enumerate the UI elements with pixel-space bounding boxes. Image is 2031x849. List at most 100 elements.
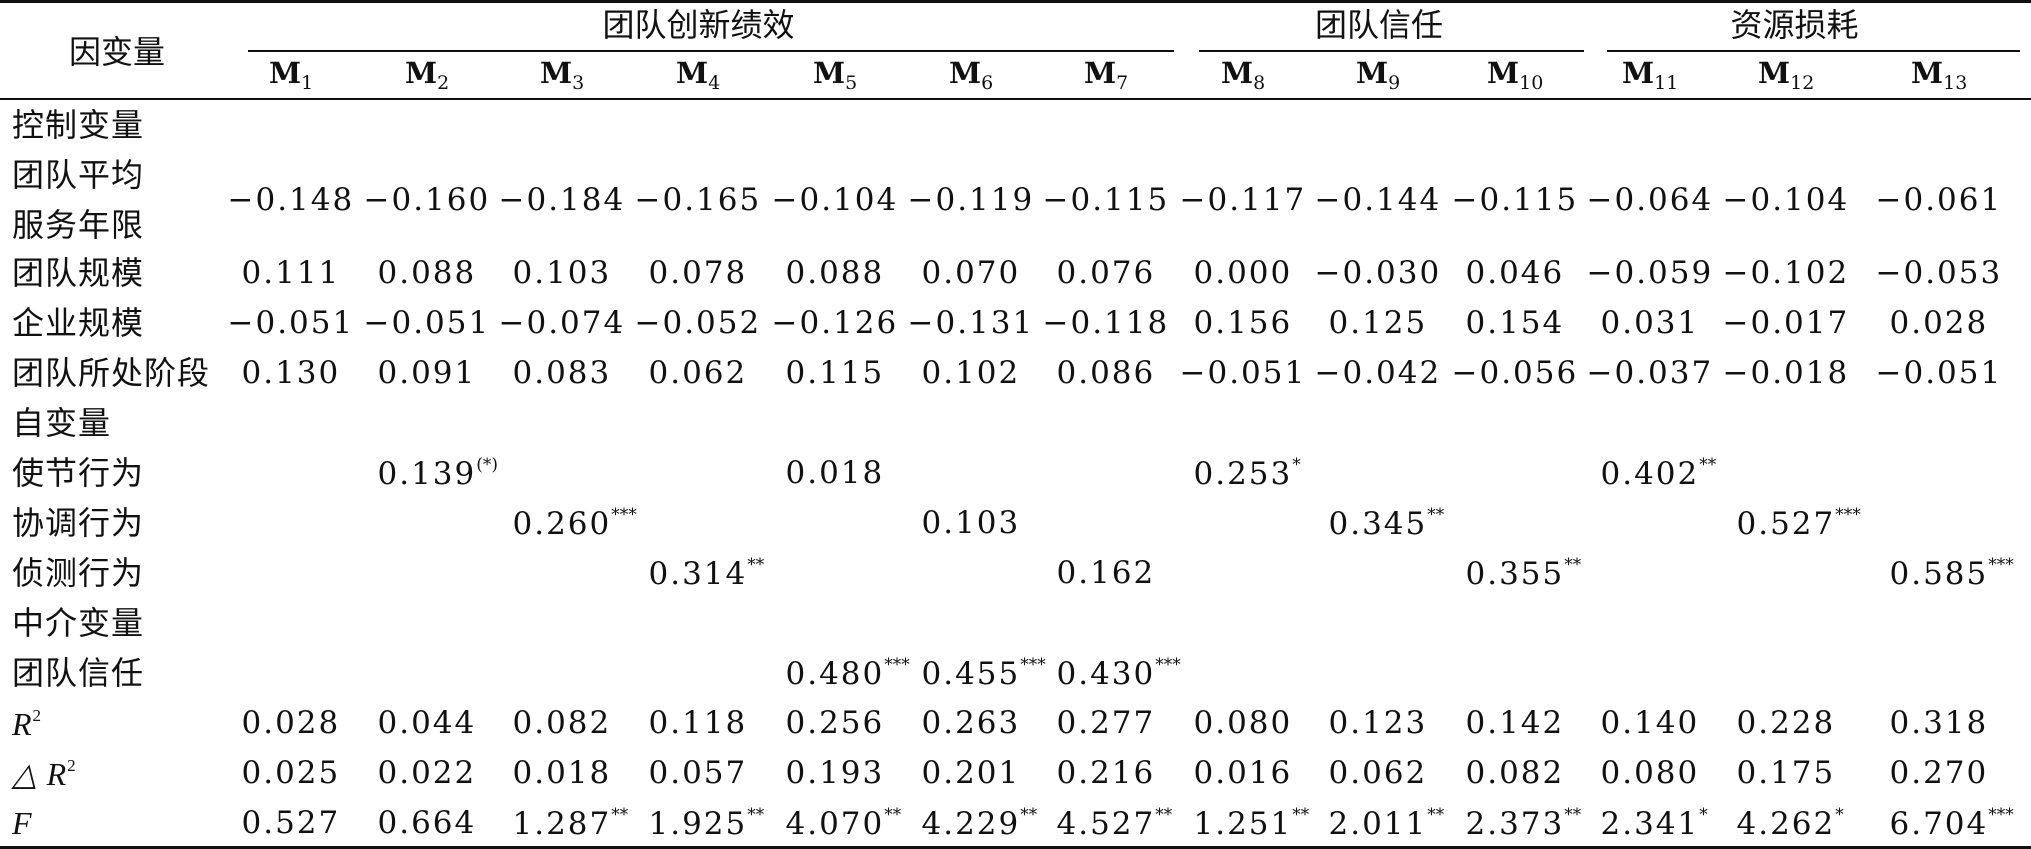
table-cell: −0.126: [772, 307, 899, 339]
cell-value: 0.022: [377, 754, 477, 791]
cell-value: 0.318: [1889, 704, 1989, 741]
row-label: 服务年限: [12, 206, 145, 244]
table-cell: 0.118: [648, 704, 748, 741]
table-cell: −0.017: [1723, 307, 1850, 339]
model-header: M1: [269, 59, 313, 93]
cell-value: −0.119: [907, 181, 1035, 218]
table-cell: 0.228: [1737, 707, 1836, 739]
cell-value: 1.251: [1193, 805, 1293, 842]
table-cell: 0.088: [378, 257, 477, 289]
model-index: 9: [1388, 72, 1401, 94]
cell-value: −0.144: [1314, 181, 1442, 218]
row-label: 企业规模: [12, 307, 144, 339]
table-cell: 4.527**: [1057, 804, 1173, 840]
significance-mark: **: [1427, 504, 1445, 525]
cell-value: −0.115: [1042, 181, 1170, 218]
row-label: F: [12, 807, 33, 839]
cell-value: −0.184: [498, 181, 626, 218]
significance-mark: **: [1427, 804, 1445, 825]
table-cell: 0.082: [1466, 757, 1565, 789]
cell-value: 0.088: [785, 254, 885, 291]
table-cell: −0.056: [1452, 357, 1579, 389]
cell-value: 0.277: [1056, 704, 1156, 741]
top-rule: [0, 0, 2031, 3]
table-cell: 0.082: [513, 707, 612, 739]
table-cell: 0.111: [241, 254, 341, 291]
table-cell: 0.260***: [513, 506, 637, 540]
table-cell: −0.042: [1315, 357, 1442, 389]
table-cell: 0.455***: [922, 656, 1046, 690]
table-cell: 0.527: [242, 807, 341, 839]
table-cell: −0.144: [1314, 181, 1442, 218]
table-cell: 0.139(*): [378, 456, 499, 490]
cell-value: 0.086: [1056, 354, 1156, 391]
group-underline-1: [248, 50, 1174, 52]
cell-value: −0.018: [1722, 354, 1850, 391]
table-cell: 0.025: [242, 757, 341, 789]
row-label: 团队规模: [12, 257, 144, 289]
cell-value: 0.118: [648, 704, 748, 741]
model-header: M11: [1622, 59, 1678, 93]
cell-value: 0.130: [241, 354, 341, 391]
table-cell: 0.046: [1466, 257, 1565, 289]
model-name: M: [1758, 56, 1791, 90]
cell-value: 4.070: [785, 805, 885, 842]
cell-value: 0.585: [1889, 555, 1989, 592]
table-cell: −0.102: [1723, 257, 1850, 289]
cell-value: 2.373: [1465, 805, 1565, 842]
table-cell: 0.078: [649, 257, 748, 289]
cell-value: 0.162: [1056, 554, 1156, 591]
cell-value: 0.111: [241, 254, 341, 291]
section-label: 中介变量: [12, 607, 144, 639]
table-cell: −0.165: [635, 184, 762, 216]
row-label-text: 团队规模: [12, 254, 145, 292]
table-cell: 0.154: [1466, 307, 1565, 339]
table-cell: −0.051: [228, 307, 355, 339]
table-cell: 0.480***: [786, 654, 910, 690]
cell-value: 0.256: [785, 704, 885, 741]
cell-value: 0.263: [921, 704, 1021, 741]
model-header: M8: [1221, 59, 1265, 93]
row-label-superscript: 2: [67, 755, 76, 775]
table-cell: −0.061: [1875, 181, 2003, 218]
significance-mark: **: [611, 804, 629, 825]
cell-value: 0.070: [921, 254, 1021, 291]
model-index: 4: [708, 72, 721, 94]
cell-value: 0.062: [1328, 754, 1428, 791]
table-cell: 0.028: [1889, 304, 1989, 341]
significance-mark: ***: [884, 654, 910, 675]
table-cell: 0.201: [922, 757, 1021, 789]
significance-mark: **: [1155, 804, 1173, 825]
model-index: 5: [845, 72, 858, 94]
cell-value: 0.000: [1193, 254, 1293, 291]
table-cell: 0.057: [649, 757, 748, 789]
cell-value: −0.037: [1586, 354, 1714, 391]
table-cell: −0.131: [908, 307, 1035, 339]
row-label-text: 中介变量: [12, 604, 145, 642]
row-label: 团队所处阶段: [12, 357, 210, 389]
cell-value: −0.148: [227, 181, 355, 218]
table-cell: 0.402**: [1601, 456, 1717, 490]
significance-mark: ***: [1835, 504, 1861, 525]
cell-value: −0.061: [1875, 181, 2003, 218]
cell-value: −0.053: [1875, 254, 2003, 291]
significance-mark: ***: [1988, 804, 2014, 825]
model-name: M: [1487, 56, 1520, 90]
table-cell: −0.018: [1722, 354, 1850, 391]
cell-value: 0.125: [1328, 304, 1428, 341]
corner-label: 因变量: [69, 33, 166, 71]
cell-value: 2.341: [1600, 805, 1700, 842]
cell-value: 0.016: [1193, 754, 1293, 791]
cell-value: 4.229: [921, 805, 1021, 842]
table-cell: 0.314**: [649, 556, 765, 590]
table-cell: 0.102: [922, 357, 1021, 389]
table-cell: 0.140: [1601, 707, 1700, 739]
cell-value: −0.051: [363, 304, 491, 341]
cell-value: 0.103: [921, 504, 1021, 541]
model-index: 12: [1790, 72, 1815, 94]
row-label-text: 侦测行为: [12, 554, 145, 592]
cell-value: 0.156: [1193, 304, 1293, 341]
cell-value: 0.028: [1889, 304, 1989, 341]
table-cell: 0.091: [378, 357, 477, 389]
